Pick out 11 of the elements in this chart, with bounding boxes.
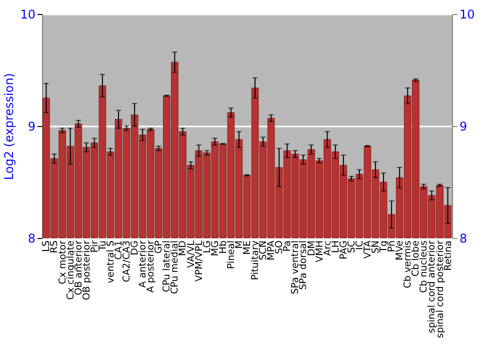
y-tick-label: 9 (28, 120, 36, 134)
y-tick-label: 8 (28, 232, 36, 246)
x-tick-label: ME (242, 240, 253, 255)
x-tick-label: Pituitary (250, 240, 262, 280)
y-axis-title: Log2 (expression) (2, 73, 16, 180)
y2-tick-label: 9 (460, 120, 468, 134)
y2-tick-label: 8 (460, 232, 468, 246)
y2-tick-label: 10 (460, 8, 475, 22)
y-tick-label: 10 (20, 8, 36, 22)
x-tick-label: Tg (378, 240, 390, 254)
x-tick-label: OB posterior (81, 240, 92, 300)
